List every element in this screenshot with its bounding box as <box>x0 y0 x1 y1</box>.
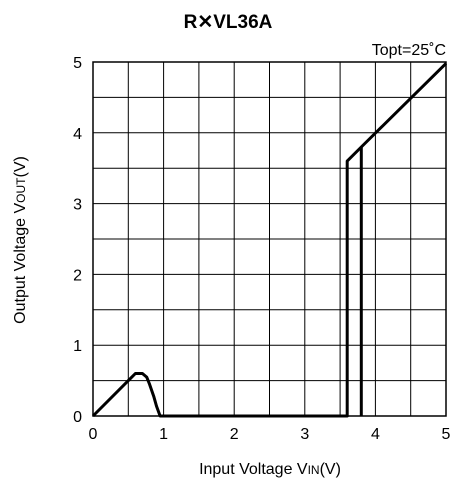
x-tick-label: 2 <box>230 426 239 443</box>
x-tick-label: 3 <box>300 426 309 443</box>
x-axis-label-subscript: IN <box>308 463 320 477</box>
y-axis-label-main: Output Voltage V <box>12 203 29 324</box>
condition-annotation: Topt=25˚C <box>372 42 446 59</box>
y-tick-label: 4 <box>73 126 82 143</box>
series-line-1 <box>91 62 448 418</box>
x-tick-label: 0 <box>89 426 98 443</box>
chart-title: R✕VL36A <box>184 12 273 33</box>
grid <box>93 62 446 416</box>
y-tick-label: 5 <box>73 55 82 72</box>
y-tick-label: 1 <box>73 338 82 355</box>
y-axis-label-subscript: OUT <box>14 177 28 203</box>
series-lines <box>91 62 448 418</box>
x-tick-label: 5 <box>442 426 451 443</box>
y-tick-label: 3 <box>73 197 82 214</box>
x-tick-label: 4 <box>371 426 380 443</box>
y-axis-label-unit: (V) <box>12 156 29 177</box>
y-tick-labels: 0 1 2 3 4 5 <box>73 55 82 426</box>
y-axis-label: Output Voltage VOUT(V) <box>12 156 29 324</box>
x-tick-label: 1 <box>159 426 168 443</box>
y-tick-label: 2 <box>73 267 82 284</box>
y-tick-label: 0 <box>73 409 82 426</box>
x-axis-label-unit: (V) <box>320 461 341 478</box>
x-axis-label-main: Input Voltage V <box>199 461 308 478</box>
x-axis-label: Input Voltage VIN(V) <box>199 461 341 478</box>
x-tick-labels: 0 1 2 3 4 5 <box>89 426 451 443</box>
